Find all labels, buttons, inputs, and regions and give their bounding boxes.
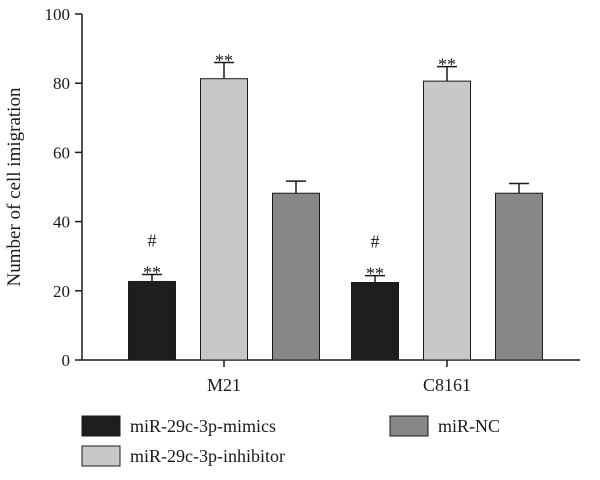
bar	[423, 80, 471, 361]
legend-swatch	[81, 415, 121, 437]
bar	[128, 280, 176, 361]
legend-label: miR-29c-3p-mimics	[130, 416, 276, 436]
y-tick-label: 60	[53, 143, 70, 162]
y-tick-label: 20	[53, 282, 70, 301]
legend-swatch	[81, 445, 121, 467]
legend-item: miR-NC	[389, 415, 500, 437]
bars: ** # ** ** # **	[128, 50, 543, 361]
legend-item: miR-29c-3p-inhibitor	[81, 445, 285, 467]
legend-swatch	[389, 415, 429, 437]
legend-item: miR-29c-3p-mimics	[81, 415, 276, 437]
x-tick-label: C8161	[423, 375, 471, 395]
bar	[272, 192, 320, 361]
bar	[200, 78, 248, 361]
hash-annotation: #	[371, 232, 380, 252]
y-tick-label: 100	[45, 5, 71, 24]
bar	[495, 192, 543, 361]
y-tick-label: 0	[62, 351, 71, 370]
legend-label: miR-NC	[438, 416, 500, 436]
y-axis: 0 20 40 60 80 100 Number of cell imigration	[4, 5, 83, 370]
hash-annotation: #	[148, 231, 157, 251]
significance-annotation: **	[438, 55, 456, 75]
x-tick-label: M21	[207, 375, 241, 395]
legend-label: miR-29c-3p-inhibitor	[130, 446, 285, 466]
significance-annotation: **	[215, 50, 233, 70]
significance-annotation: **	[366, 264, 384, 284]
x-axis: M21 C8161	[82, 359, 580, 395]
legend: miR-29c-3p-mimics miR-29c-3p-inhibitor miR…	[81, 415, 500, 467]
significance-annotation: **	[143, 263, 161, 283]
y-tick-label: 80	[53, 74, 70, 93]
y-tick-label: 40	[53, 213, 70, 232]
bar	[351, 281, 399, 361]
y-axis-label: Number of cell imigration	[4, 87, 25, 286]
